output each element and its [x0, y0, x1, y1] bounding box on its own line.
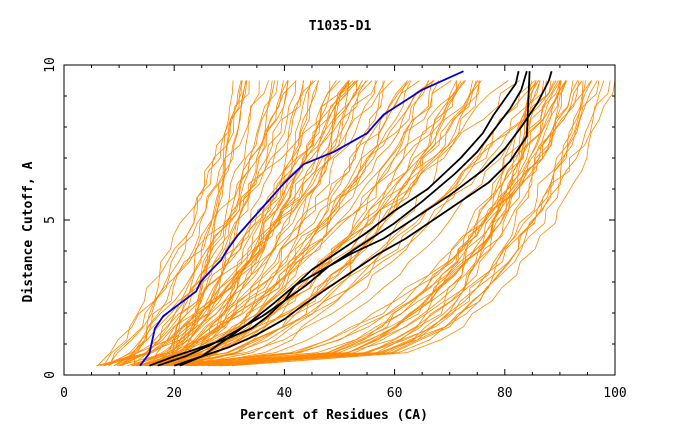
model-line [150, 80, 260, 367]
model-line [219, 80, 547, 367]
model-line [120, 80, 243, 367]
highlight-line-black [179, 71, 520, 367]
model-line [167, 80, 433, 367]
model-line [169, 80, 435, 367]
model-lines-group [96, 80, 616, 367]
model-line [138, 80, 467, 367]
model-line [121, 80, 351, 367]
model-line [231, 80, 616, 367]
model-line [174, 80, 605, 367]
highlight-line-black [173, 71, 531, 367]
plot-area [96, 70, 616, 367]
x-tick-label: 100 [603, 386, 626, 401]
model-line [96, 80, 354, 367]
model-line [151, 80, 412, 367]
model-line [159, 80, 579, 367]
model-line [161, 80, 304, 367]
model-line [168, 80, 319, 367]
y-tick-label: 0 [43, 371, 58, 379]
model-line [227, 80, 592, 367]
model-line [158, 80, 584, 367]
model-line [157, 80, 411, 367]
model-line [103, 80, 242, 366]
model-line [213, 80, 593, 367]
model-line [221, 80, 561, 367]
y-tick-label: 10 [43, 57, 58, 73]
model-line [140, 80, 376, 367]
model-line [103, 80, 316, 367]
model-line [195, 80, 481, 367]
model-line [170, 80, 559, 367]
model-line [151, 80, 520, 367]
model-line [220, 80, 537, 367]
highlight-line-black [157, 70, 528, 367]
model-line [142, 80, 429, 367]
model-line [131, 80, 420, 367]
model-line [121, 80, 297, 366]
model-line [130, 80, 248, 367]
highlight-line-blue [139, 70, 464, 367]
model-line [108, 80, 305, 367]
model-line [118, 80, 373, 367]
y-axis: 0 5 10 [43, 57, 615, 379]
model-line [221, 80, 562, 367]
model-line [168, 80, 312, 367]
model-line [172, 80, 273, 366]
y-axis-label: Distance Cutoff, A [21, 161, 36, 302]
x-axis: 0 20 40 60 80 100 [60, 65, 627, 401]
model-line [165, 80, 247, 366]
model-line [146, 80, 384, 367]
model-line [99, 80, 350, 367]
highlight-lines-group [139, 70, 553, 367]
x-tick-label: 80 [497, 386, 513, 401]
model-line [138, 80, 320, 367]
model-line [188, 80, 539, 367]
highlight-line-black [149, 70, 553, 367]
model-line [132, 80, 473, 367]
model-line [167, 80, 234, 366]
model-line [166, 80, 393, 367]
x-axis-label: Percent of Residues (CA) [240, 408, 428, 423]
model-line [213, 80, 567, 367]
x-tick-label: 0 [60, 386, 68, 401]
model-line [164, 80, 600, 367]
model-line [208, 80, 587, 367]
model-line [149, 80, 560, 367]
model-line [108, 80, 269, 366]
x-tick-label: 60 [387, 386, 403, 401]
model-line [116, 80, 378, 367]
model-line [155, 80, 457, 367]
x-tick-label: 20 [166, 386, 182, 401]
chart-title: T1035-D1 [309, 19, 372, 34]
model-line [196, 80, 568, 367]
model-line [201, 80, 567, 367]
x-tick-label: 40 [277, 386, 293, 401]
model-line [137, 80, 363, 367]
y-tick-label: 5 [43, 216, 58, 224]
model-line [113, 80, 279, 367]
model-line [97, 80, 350, 366]
